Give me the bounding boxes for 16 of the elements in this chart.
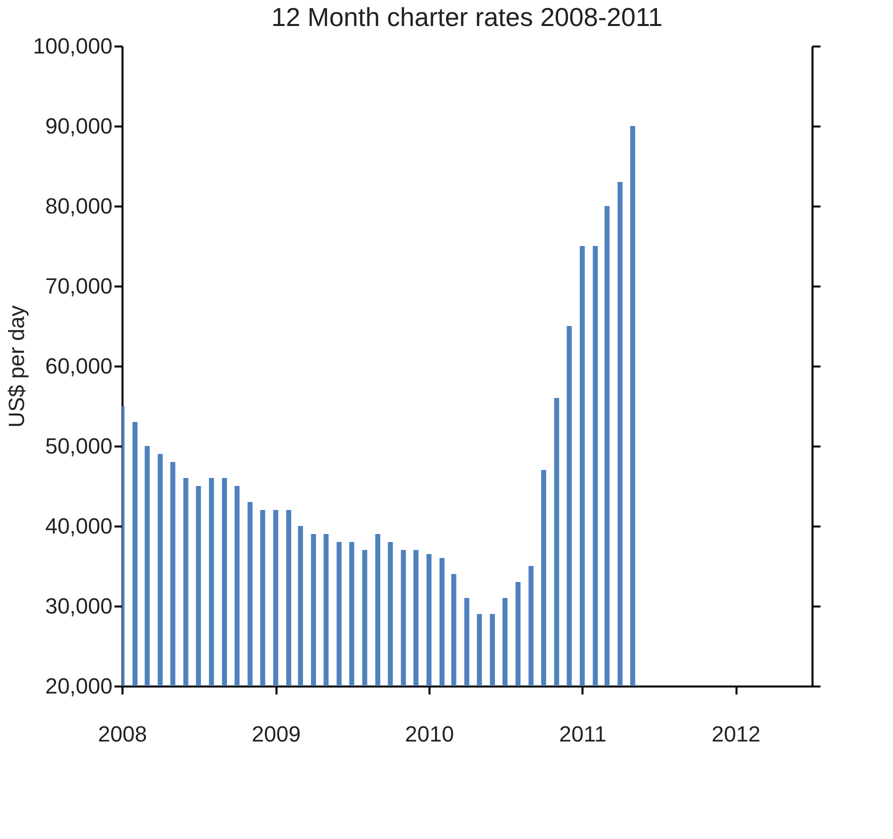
y-tick-label: 90,000 (45, 114, 112, 138)
x-tick-label: 2011 (559, 722, 606, 746)
y-tick-label: 60,000 (45, 354, 112, 378)
y-tick-label: 30,000 (45, 594, 112, 618)
y-tick-label: 70,000 (45, 274, 112, 298)
chart-title: 12 Month charter rates 2008-2011 (271, 2, 663, 32)
y-tick-label: 80,000 (45, 194, 112, 218)
y-tick-label: 100,000 (32, 34, 112, 58)
y-tick-label: 50,000 (45, 434, 112, 458)
x-tick-label: 2008 (98, 722, 147, 746)
x-tick-label: 2010 (405, 722, 454, 746)
y-axis-title: US$ per day (4, 305, 29, 428)
y-tick-label: 40,000 (45, 514, 112, 538)
x-tick-label: 2012 (712, 722, 761, 746)
y-tick-label: 20,000 (45, 674, 112, 698)
x-tick-label: 2009 (252, 722, 301, 746)
